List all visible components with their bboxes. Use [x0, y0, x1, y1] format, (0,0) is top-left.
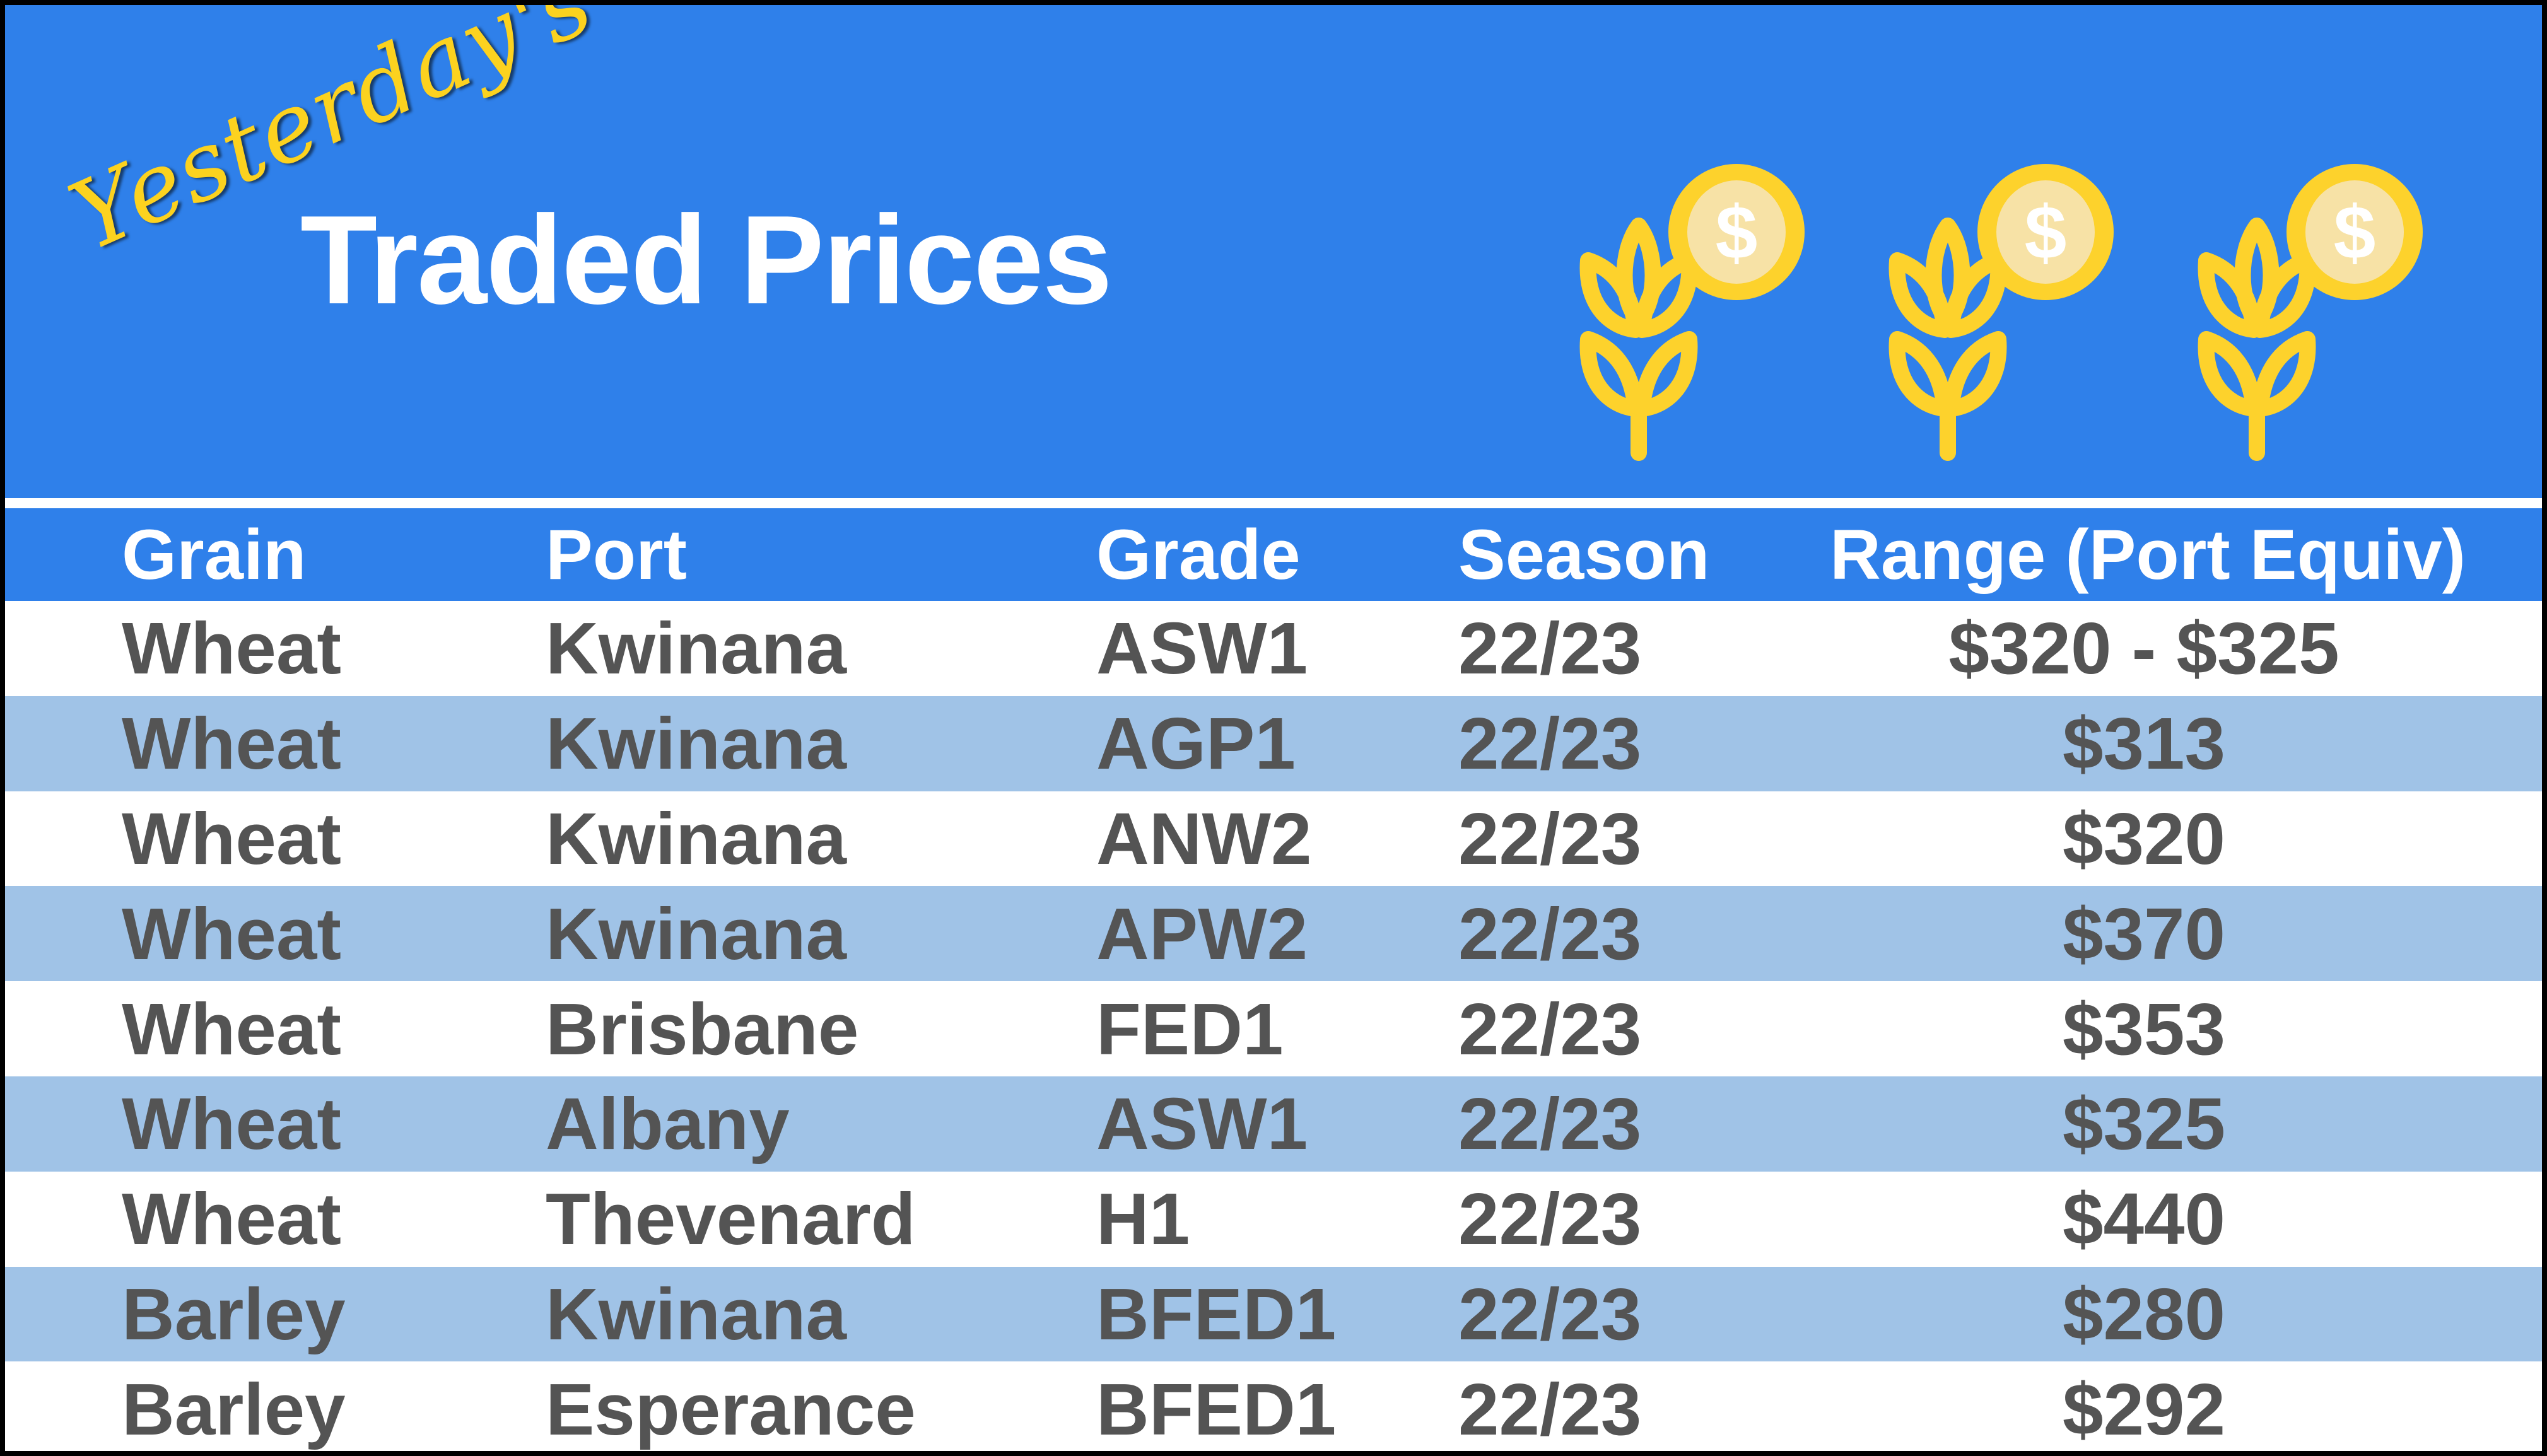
svg-text:$: $ [2334, 190, 2376, 275]
cell-season: 22/23 [1458, 1083, 1642, 1165]
wheat-coin-icon: $ [2198, 164, 2423, 461]
cell-grain: Wheat [122, 1178, 341, 1261]
table-row: Wheat Albany ASW1 22/23 $325 [5, 1076, 2542, 1172]
cell-grain: Wheat [122, 607, 341, 690]
cell-port: Kwinana [546, 702, 846, 785]
column-header-port: Port [546, 515, 687, 594]
cell-grain: Wheat [122, 987, 341, 1070]
table-row: Wheat Brisbane FED1 22/23 $353 [5, 981, 2542, 1076]
cell-grain: Wheat [122, 797, 341, 880]
cell-grade: ASW1 [1096, 1083, 1308, 1165]
cell-season: 22/23 [1458, 1178, 1642, 1261]
cell-grain: Wheat [122, 892, 341, 975]
table-row: Barley Kwinana BFED1 22/23 $280 [5, 1266, 2542, 1362]
cell-season: 22/23 [1458, 987, 1642, 1070]
table-row: Wheat Thevenard H1 22/23 $440 [5, 1171, 2542, 1267]
cell-season: 22/23 [1458, 607, 1642, 690]
cell-grade: ANW2 [1096, 797, 1312, 880]
cell-grain: Barley [122, 1368, 346, 1450]
cell-season: 22/23 [1458, 1368, 1642, 1450]
svg-text:$: $ [1716, 190, 1758, 275]
cell-season: 22/23 [1458, 797, 1642, 880]
cell-port: Albany [546, 1083, 790, 1165]
cell-season: 22/23 [1458, 892, 1642, 975]
table-header-row: Grain Port Grade Season Range (Port Equi… [5, 508, 2542, 601]
table-row: Wheat Kwinana ASW1 22/23 $320 - $325 [5, 601, 2542, 696]
table-row: Barley Esperance BFED1 22/23 $292 [5, 1361, 2542, 1451]
cell-grain: Wheat [122, 702, 341, 785]
cell-grain: Barley [122, 1273, 346, 1355]
cell-port: Kwinana [546, 797, 846, 880]
page-title: Traded Prices [300, 190, 1113, 330]
cell-range: $280 [2062, 1273, 2226, 1355]
column-header-range: Range (Port Equiv) [1830, 515, 2466, 594]
cell-range: $313 [2062, 702, 2226, 785]
svg-text:$: $ [2025, 190, 2067, 275]
cell-grade: ASW1 [1096, 607, 1308, 690]
column-header-grain: Grain [122, 515, 307, 594]
cell-grade: FED1 [1096, 987, 1284, 1070]
wheat-coin-icon: $ [1888, 164, 2114, 461]
cell-range: $325 [2062, 1083, 2226, 1165]
cell-port: Kwinana [546, 607, 846, 690]
cell-grade: AGP1 [1096, 702, 1296, 785]
prices-table: Grain Port Grade Season Range (Port Equi… [5, 508, 2542, 1451]
cell-season: 22/23 [1458, 1273, 1642, 1355]
cell-port: Esperance [546, 1368, 916, 1450]
cell-port: Kwinana [546, 1273, 846, 1355]
column-header-season: Season [1458, 515, 1710, 594]
cell-grade: H1 [1096, 1178, 1190, 1261]
cell-range: $292 [2062, 1368, 2226, 1450]
title-banner: Traded Prices Yesterday's $ [5, 5, 2542, 498]
cell-grade: BFED1 [1096, 1273, 1337, 1355]
cell-port: Thevenard [546, 1178, 916, 1261]
cell-season: 22/23 [1458, 702, 1642, 785]
traded-prices-card: Traded Prices Yesterday's $ [5, 5, 2542, 1451]
cell-port: Brisbane [546, 987, 859, 1070]
cell-range: $370 [2062, 892, 2226, 975]
cell-grain: Wheat [122, 1083, 341, 1165]
table-row: Wheat Kwinana ANW2 22/23 $320 [5, 791, 2542, 887]
cell-range: $320 - $325 [1948, 607, 2339, 690]
table-row: Wheat Kwinana AGP1 22/23 $313 [5, 696, 2542, 791]
cell-range: $440 [2062, 1178, 2226, 1261]
cell-range: $353 [2062, 987, 2226, 1070]
wheat-coin-icon: $ [1579, 164, 1805, 461]
cell-grade: APW2 [1096, 892, 1308, 975]
divider [5, 498, 2542, 508]
cell-grade: BFED1 [1096, 1368, 1337, 1450]
column-header-grade: Grade [1096, 515, 1301, 594]
cell-range: $320 [2062, 797, 2226, 880]
table-row: Wheat Kwinana APW2 22/23 $370 [5, 886, 2542, 982]
cell-port: Kwinana [546, 892, 846, 975]
